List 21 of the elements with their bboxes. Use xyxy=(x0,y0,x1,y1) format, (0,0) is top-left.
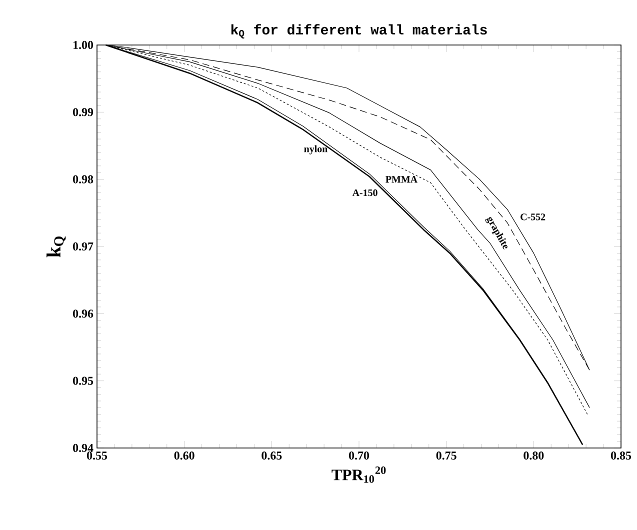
series-label: nylon xyxy=(304,145,328,154)
x-tick-label: 0.80 xyxy=(524,452,544,460)
x-tick-label: 0.55 xyxy=(86,452,108,460)
x-tick-label: 0.60 xyxy=(174,452,194,460)
y-tick-label: 0.96 xyxy=(73,310,94,318)
x-axis-title: TPR$_{10}$20 xyxy=(332,466,386,483)
x-tick-label: 0.85 xyxy=(610,452,632,460)
series-label: PMMA xyxy=(386,176,418,183)
chart-title: k$_{Q}$ for different wall materials xyxy=(231,24,487,38)
y-tick-label: 1.00 xyxy=(74,40,94,50)
y-tick-label: 0.94 xyxy=(73,444,94,452)
x-tick-label: 0.75 xyxy=(436,452,456,460)
y-tick-label: 0.99 xyxy=(73,108,94,116)
y-axis-title: k$_{Q}$ xyxy=(46,236,66,258)
series-label: C-552 xyxy=(520,214,546,220)
y-tick-label: 0.95 xyxy=(73,376,94,385)
x-tick-label: 0.70 xyxy=(348,452,369,460)
x-tick-label: 0.65 xyxy=(262,452,282,460)
y-tick-label: 0.97 xyxy=(73,242,94,251)
series-label: A-150 xyxy=(352,189,378,196)
y-tick-label: 0.98 xyxy=(73,175,94,184)
